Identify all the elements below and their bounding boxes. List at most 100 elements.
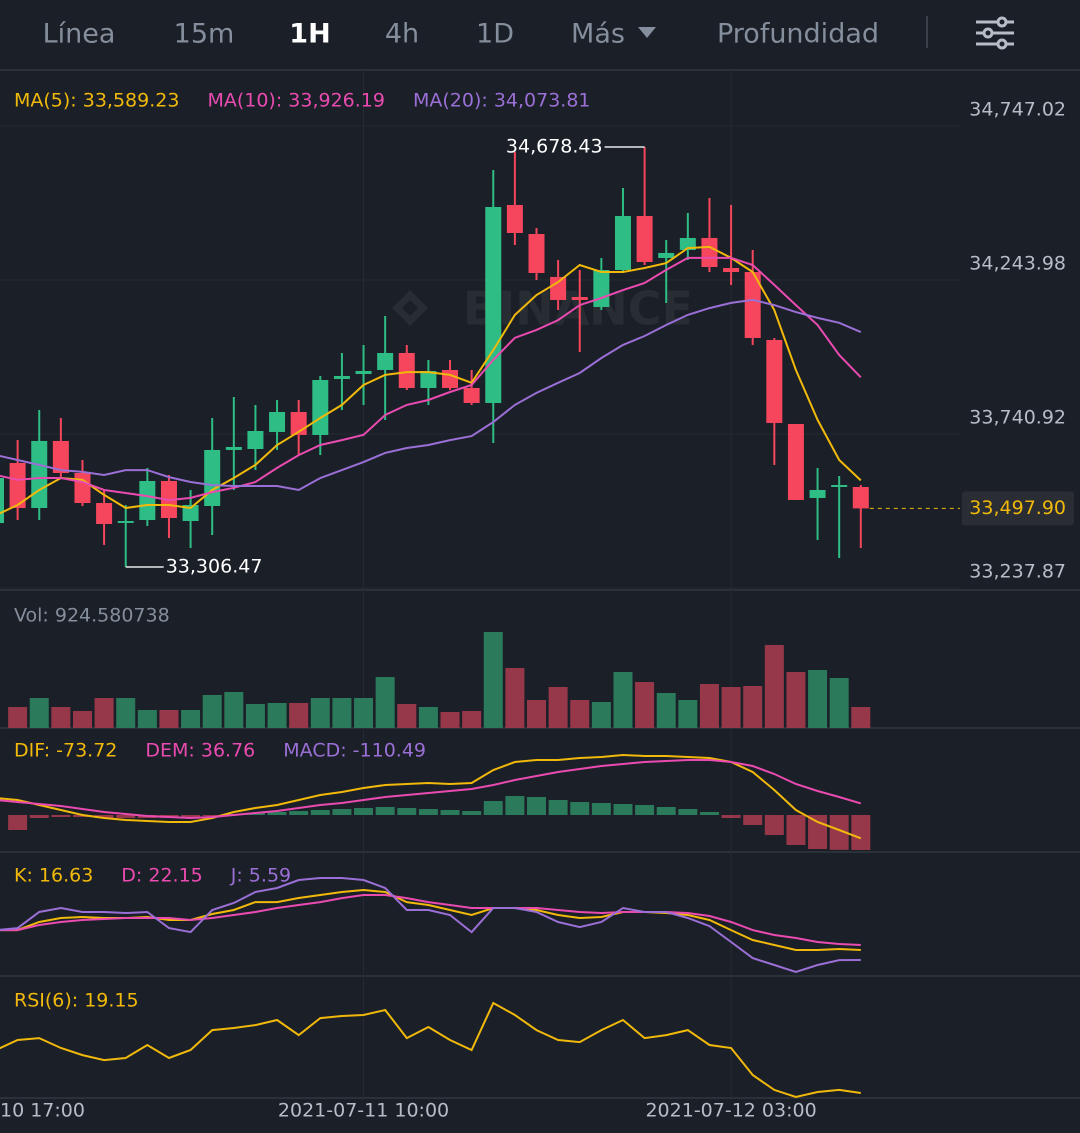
timeframe-tab[interactable]: Profundidad xyxy=(717,19,879,50)
macd-bar xyxy=(656,806,676,816)
volume-bar xyxy=(116,697,136,728)
macd-bar xyxy=(332,809,352,816)
candle-body xyxy=(636,215,653,262)
legend-entry: MA(5): 33,589.23 xyxy=(14,90,179,112)
macd-bar xyxy=(743,815,763,826)
legend-entry: MACD: -110.49 xyxy=(283,740,426,762)
volume-bar xyxy=(202,695,222,728)
candle-body xyxy=(528,233,545,273)
volume-bar xyxy=(332,697,352,728)
macd-bar xyxy=(418,809,438,816)
candle-body xyxy=(225,446,242,450)
volume-bar xyxy=(591,701,611,728)
legend-entry: MA(20): 34,073.81 xyxy=(413,90,591,112)
candle-body xyxy=(117,520,134,523)
candle-body xyxy=(809,489,826,498)
candle-body xyxy=(831,484,848,487)
settings-icon[interactable] xyxy=(976,16,1014,50)
volume-bar xyxy=(224,692,244,728)
candle-body xyxy=(787,423,804,500)
candle-body xyxy=(593,269,610,307)
volume-bar xyxy=(94,697,114,728)
macd-bar xyxy=(181,815,201,817)
candle-body xyxy=(96,502,113,524)
macd-bar xyxy=(375,806,395,816)
candle-body xyxy=(398,352,415,388)
timeframe-tab[interactable]: Más xyxy=(571,19,625,50)
volume-bar xyxy=(137,709,157,728)
volume-bar xyxy=(159,709,179,728)
candle-body xyxy=(852,486,869,509)
indicator-line xyxy=(0,759,862,820)
timeframe-tab[interactable]: 4h xyxy=(385,19,419,50)
volume-bar xyxy=(29,697,49,728)
legend-entry: J: 5.59 xyxy=(230,865,291,887)
macd-bar xyxy=(548,800,568,816)
macd-bar xyxy=(354,808,374,816)
macd-bar xyxy=(829,815,849,850)
timeframe-tab[interactable]: 1D xyxy=(476,19,514,50)
macd-bar xyxy=(851,815,871,850)
candle-body xyxy=(463,387,480,403)
volume-bar xyxy=(289,702,309,728)
indicator-line xyxy=(0,753,862,840)
macd-bar xyxy=(635,805,655,816)
candle-body xyxy=(247,430,264,449)
macd-bar xyxy=(764,815,784,836)
macd-bar xyxy=(267,811,287,816)
legend-entry: D: 22.15 xyxy=(121,865,202,887)
x-tick-label: 2021-07-12 03:00 xyxy=(645,1100,816,1122)
candle-body xyxy=(506,204,523,233)
candle-body xyxy=(269,411,286,432)
candle-body xyxy=(312,379,329,435)
candle-body xyxy=(139,480,156,520)
volume-bar xyxy=(375,677,395,728)
macd-bar xyxy=(808,815,828,849)
volume-bar xyxy=(829,678,849,728)
annotation-label: 34,678.43 xyxy=(506,135,603,157)
legend-entry: RSI(6): 19.15 xyxy=(14,990,139,1012)
candle-body xyxy=(31,440,48,508)
macd-bar xyxy=(29,815,49,819)
timeframe-tab[interactable]: Línea xyxy=(43,19,116,50)
macd-bar xyxy=(483,801,503,816)
volume-bar xyxy=(418,706,438,728)
volume-bar xyxy=(505,667,525,728)
volume-bar xyxy=(440,712,460,728)
y-tick-label: 34,243.98 xyxy=(969,252,1066,274)
candle-body xyxy=(658,252,675,258)
candle-body xyxy=(614,215,631,270)
dropdown-arrow[interactable] xyxy=(638,27,656,38)
x-tick-label: 10 17:00 xyxy=(0,1100,85,1122)
timeframe-tab[interactable]: 15m xyxy=(174,19,235,50)
macd-bar xyxy=(289,811,309,816)
y-tick-label: 33,740.92 xyxy=(969,406,1066,428)
legend-entry: K: 16.63 xyxy=(14,865,93,887)
macd-bar xyxy=(397,808,417,816)
indicator-line xyxy=(0,245,862,515)
volume-bar xyxy=(462,710,482,728)
volume-bar xyxy=(354,697,374,728)
macd-bar xyxy=(505,796,525,816)
candle-body xyxy=(701,237,718,267)
macd-bar xyxy=(786,815,806,846)
candle-body xyxy=(74,472,91,503)
last-price-label: 33,497.90 xyxy=(969,497,1066,519)
toolbar: Línea 15m 1H 4h 1D Más Profundidad xyxy=(43,16,1014,50)
volume-bar xyxy=(8,706,28,728)
timeframe-tab[interactable]: 1H xyxy=(289,19,330,50)
candle-body xyxy=(9,462,26,508)
macd-bar xyxy=(678,809,698,816)
candle-body xyxy=(571,296,588,300)
candle-body xyxy=(52,440,69,473)
candle-body xyxy=(550,276,567,300)
volume-bar xyxy=(51,706,71,728)
volume-bar xyxy=(267,702,287,728)
panel-separators xyxy=(0,69,1080,1099)
macd-bar xyxy=(527,796,546,816)
candle-body xyxy=(204,449,221,506)
x-tick-label: 2021-07-11 10:00 xyxy=(278,1100,449,1122)
macd-bar xyxy=(462,811,482,816)
candle-body xyxy=(442,369,459,388)
